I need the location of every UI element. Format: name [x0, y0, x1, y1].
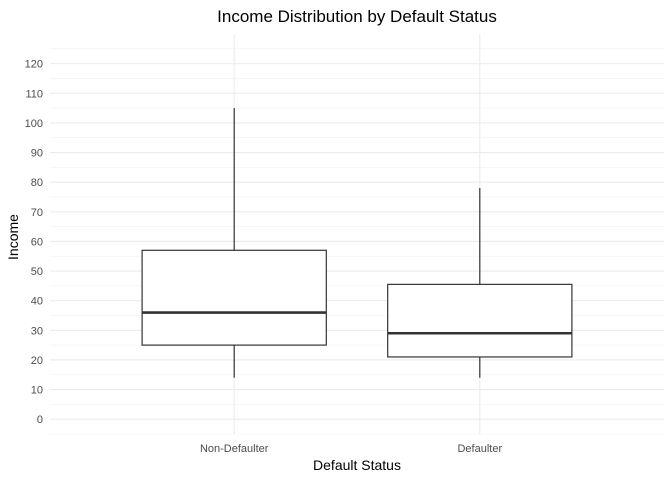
x-tick-label: Non-Defaulter: [200, 443, 269, 455]
y-tick-label: 20: [31, 355, 43, 367]
y-tick-label: 50: [31, 266, 43, 278]
chart-title: Income Distribution by Default Status: [217, 7, 497, 26]
x-tick-labels: Non-Defaulter Defaulter: [200, 443, 502, 455]
y-tick-label: 100: [25, 118, 43, 130]
y-tick-label: 90: [31, 148, 43, 160]
y-tick-label: 110: [25, 88, 43, 100]
y-tick-label: 40: [31, 296, 43, 308]
y-tick-label: 120: [25, 59, 43, 71]
box-defaulter: [387, 188, 573, 378]
iqr-box: [141, 249, 327, 346]
x-axis-label: Default Status: [313, 457, 401, 473]
y-tick-label: 70: [31, 207, 43, 219]
x-tick-label: Defaulter: [457, 443, 502, 455]
y-tick-label: 30: [31, 325, 43, 337]
y-tick-label: 10: [31, 385, 43, 397]
iqr-box: [387, 283, 573, 358]
y-tick-labels: 0 10 20 30 40 50 60 70 80 90 100 110 120: [25, 59, 43, 427]
boxes: [141, 108, 573, 378]
y-tick-label: 0: [37, 414, 43, 426]
y-tick-label: 60: [31, 236, 43, 248]
box-non-defaulter: [141, 108, 327, 378]
grid-lines: [50, 34, 664, 435]
y-axis-label: Income: [5, 214, 21, 260]
y-tick-label: 80: [31, 177, 43, 189]
